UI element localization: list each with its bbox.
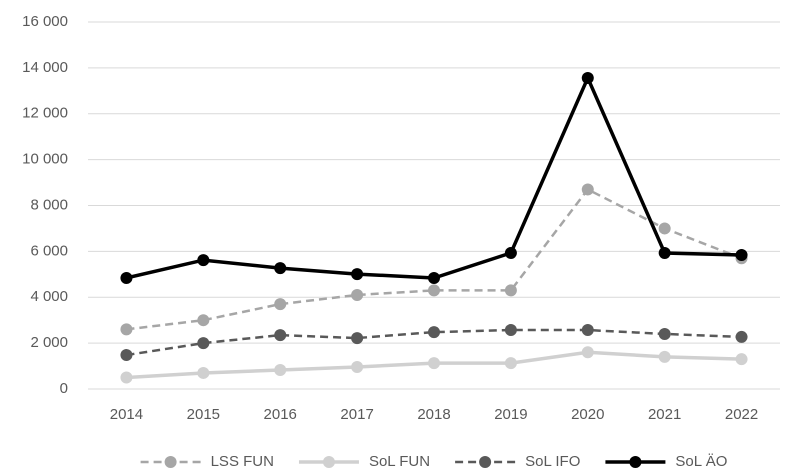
x-tick-label: 2017 (340, 406, 373, 423)
data-point (735, 249, 748, 262)
data-point (504, 284, 517, 297)
data-point (581, 71, 594, 84)
data-point (428, 284, 440, 297)
data-point (581, 324, 594, 337)
y-tick-label: 8 000 (30, 196, 68, 213)
y-tick-label: 4 000 (30, 288, 68, 305)
data-point (197, 314, 210, 327)
legend-label: SoL ÄO (675, 453, 727, 470)
data-point (658, 246, 671, 259)
series-line (126, 73, 742, 280)
x-tick-label: 2016 (264, 406, 297, 423)
series-line (126, 187, 743, 331)
data-point (351, 268, 364, 281)
legend-marker (322, 456, 335, 468)
x-tick-label: 2018 (417, 406, 450, 423)
data-point (197, 337, 210, 350)
data-point (428, 357, 440, 370)
data-point (428, 326, 440, 339)
data-point (274, 298, 287, 311)
data-point (197, 366, 210, 379)
data-point (120, 271, 133, 284)
legend-marker (629, 456, 642, 468)
data-point (504, 357, 517, 370)
data-point (581, 346, 594, 359)
data-point (504, 324, 517, 337)
x-tick-label: 2014 (110, 406, 143, 423)
data-point (274, 329, 287, 342)
series-line (126, 328, 742, 357)
data-point (274, 363, 287, 376)
y-tick-label: 14 000 (22, 59, 68, 76)
legend-label: SoL IFO (525, 453, 580, 470)
y-tick-label: 2 000 (30, 334, 68, 351)
y-tick-label: 12 000 (22, 105, 68, 122)
legend-marker (164, 456, 177, 468)
data-point (428, 271, 440, 284)
data-point (658, 327, 671, 340)
data-point (504, 246, 517, 259)
x-tick-label: 2019 (494, 406, 527, 423)
legend-marker (479, 456, 492, 468)
data-point (735, 330, 748, 343)
data-point (197, 254, 210, 267)
data-point (581, 183, 594, 196)
data-point (658, 222, 671, 235)
y-tick-label: 10 000 (22, 151, 68, 168)
y-tick-label: 16 000 (22, 13, 68, 30)
x-tick-label: 2021 (648, 406, 681, 423)
x-tick-label: 2020 (571, 406, 604, 423)
x-tick-label: 2022 (725, 406, 758, 423)
data-point (351, 332, 364, 345)
data-point (120, 349, 133, 362)
data-point (120, 371, 133, 384)
y-tick-label: 6 000 (30, 242, 68, 259)
data-point (351, 360, 364, 373)
legend-label: SoL FUN (369, 453, 430, 470)
legend-label: LSS FUN (211, 453, 274, 470)
x-tick-label: 2015 (187, 406, 220, 423)
data-point (735, 353, 748, 366)
data-point (351, 288, 364, 301)
data-point (120, 323, 133, 336)
data-point (658, 350, 671, 363)
data-point (274, 262, 287, 275)
y-tick-label: 0 (60, 380, 68, 397)
